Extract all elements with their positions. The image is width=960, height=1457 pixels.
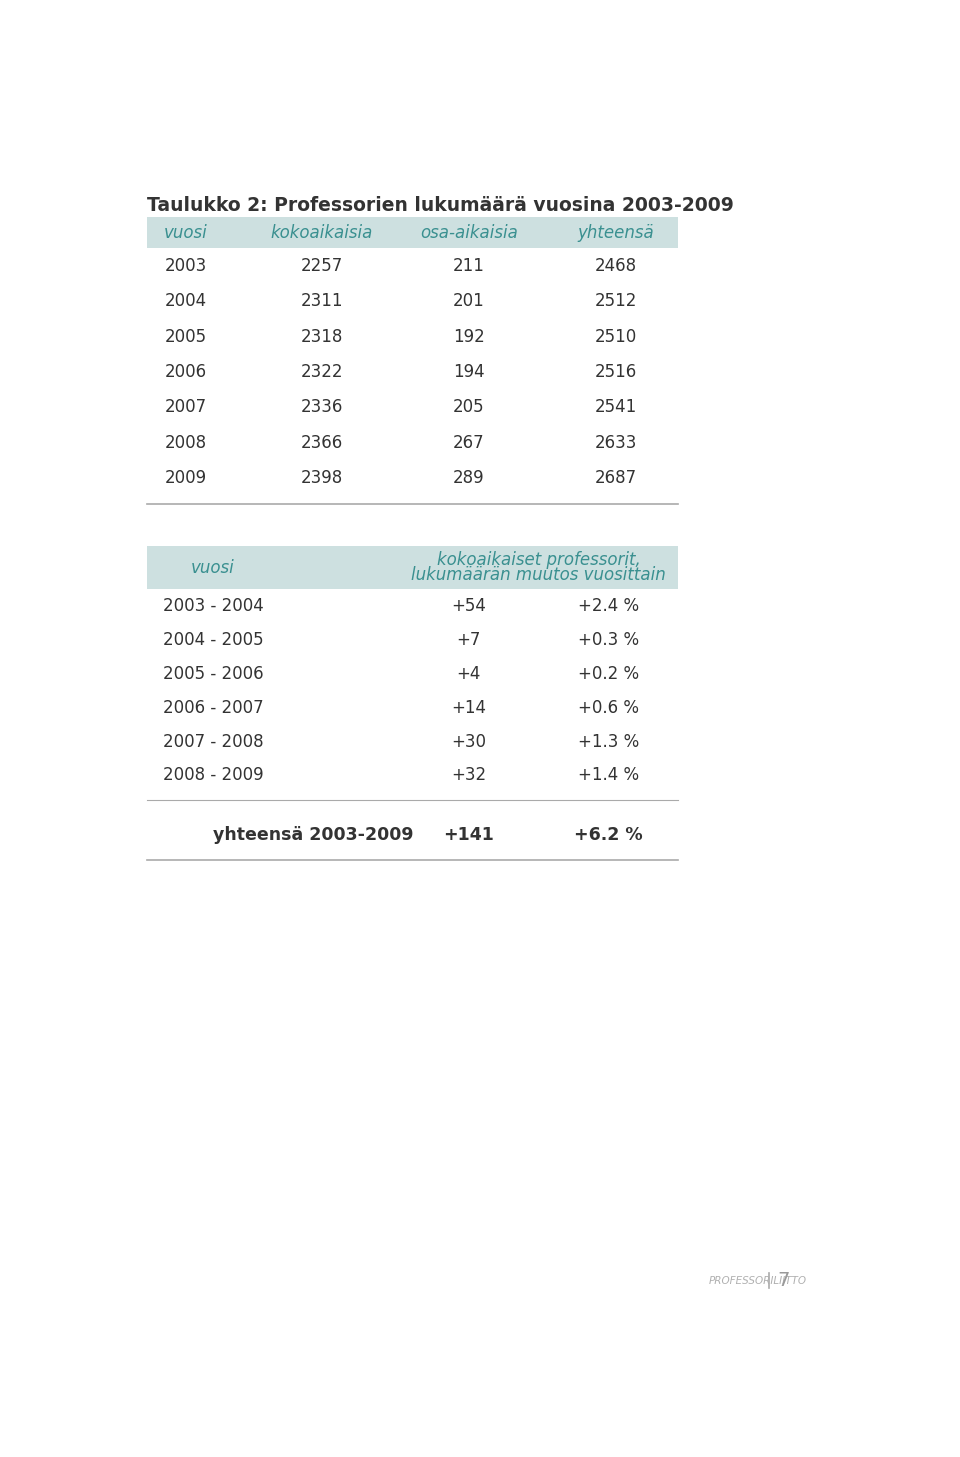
- Text: kokoaikaiset professorit,: kokoaikaiset professorit,: [437, 551, 640, 568]
- Text: +30: +30: [451, 733, 487, 750]
- Text: 2633: 2633: [595, 434, 637, 452]
- Text: +141: +141: [444, 826, 494, 844]
- Text: 2006 - 2007: 2006 - 2007: [162, 699, 263, 717]
- Text: 201: 201: [453, 291, 485, 310]
- Text: +1.4 %: +1.4 %: [578, 766, 638, 784]
- Text: +1.3 %: +1.3 %: [578, 733, 638, 750]
- Text: +32: +32: [451, 766, 487, 784]
- Text: 2398: 2398: [300, 469, 343, 487]
- FancyBboxPatch shape: [147, 217, 678, 248]
- Text: 2007: 2007: [165, 398, 207, 417]
- Text: 2003: 2003: [165, 256, 207, 275]
- Text: vuosi: vuosi: [191, 558, 235, 577]
- FancyBboxPatch shape: [147, 546, 678, 589]
- Text: 2009: 2009: [165, 469, 207, 487]
- Text: lukumäärän muutos vuosittain: lukumäärän muutos vuosittain: [411, 567, 666, 584]
- Text: 2366: 2366: [300, 434, 343, 452]
- Text: 2322: 2322: [300, 363, 343, 380]
- Text: 2311: 2311: [300, 291, 343, 310]
- Text: +54: +54: [451, 597, 486, 615]
- Text: +0.6 %: +0.6 %: [578, 699, 638, 717]
- Text: +14: +14: [451, 699, 487, 717]
- Text: 194: 194: [453, 363, 485, 380]
- Text: 2007 - 2008: 2007 - 2008: [162, 733, 263, 750]
- Text: 2687: 2687: [595, 469, 637, 487]
- Text: 267: 267: [453, 434, 485, 452]
- Text: 2005 - 2006: 2005 - 2006: [162, 664, 263, 683]
- Text: 2516: 2516: [595, 363, 637, 380]
- Text: 2005: 2005: [165, 328, 207, 345]
- Text: 2512: 2512: [595, 291, 637, 310]
- Text: 2006: 2006: [165, 363, 207, 380]
- Text: osa-aikaisia: osa-aikaisia: [420, 223, 517, 242]
- Text: +6.2 %: +6.2 %: [574, 826, 642, 844]
- Text: 2004: 2004: [165, 291, 207, 310]
- Text: 2318: 2318: [300, 328, 343, 345]
- Text: 2257: 2257: [300, 256, 343, 275]
- Text: +2.4 %: +2.4 %: [578, 597, 638, 615]
- Text: 2008: 2008: [165, 434, 207, 452]
- Text: 7: 7: [778, 1271, 789, 1289]
- Text: 205: 205: [453, 398, 485, 417]
- Text: 2541: 2541: [595, 398, 637, 417]
- Text: yhteensä: yhteensä: [578, 223, 655, 242]
- Text: 2510: 2510: [595, 328, 637, 345]
- Text: +4: +4: [457, 664, 481, 683]
- Text: +0.3 %: +0.3 %: [578, 631, 638, 648]
- Text: Taulukko 2: Professorien lukumäärä vuosina 2003-2009: Taulukko 2: Professorien lukumäärä vuosi…: [147, 197, 734, 216]
- Text: 2008 - 2009: 2008 - 2009: [162, 766, 263, 784]
- Text: 289: 289: [453, 469, 485, 487]
- Text: 2003 - 2004: 2003 - 2004: [162, 597, 263, 615]
- Text: 2468: 2468: [595, 256, 637, 275]
- Text: +0.2 %: +0.2 %: [578, 664, 638, 683]
- Text: +7: +7: [457, 631, 481, 648]
- Text: yhteensä 2003-2009: yhteensä 2003-2009: [213, 826, 414, 844]
- Text: 211: 211: [453, 256, 485, 275]
- Text: vuosi: vuosi: [164, 223, 207, 242]
- Text: 192: 192: [453, 328, 485, 345]
- Text: 2336: 2336: [300, 398, 343, 417]
- Text: kokoaikaisia: kokoaikaisia: [271, 223, 372, 242]
- Text: PROFESSORILIITTO: PROFESSORILIITTO: [709, 1275, 807, 1285]
- Text: 2004 - 2005: 2004 - 2005: [162, 631, 263, 648]
